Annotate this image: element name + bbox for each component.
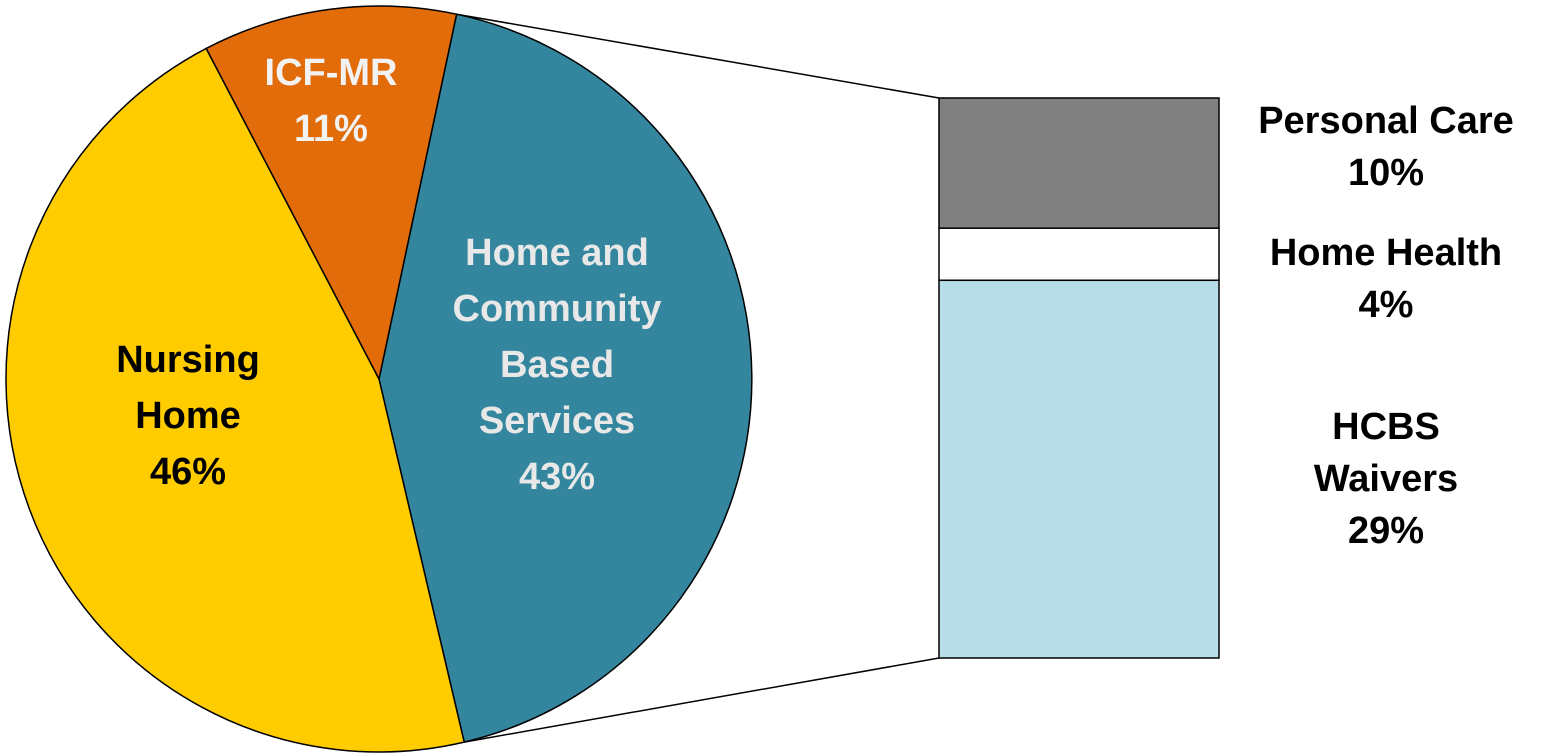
pie [5,5,753,753]
bar-value-label-personal-care: 10% [1348,152,1424,194]
connector-line-top [456,13,940,99]
pie-slice-nursing-home [5,47,466,753]
pie-slice-icf-mr [205,5,458,382]
pie-label-home-and-community-based-services: Community [453,288,662,330]
pie-label-home-and-community-based-services: Based [500,344,614,386]
bar-label-home-health: Home Health [1270,232,1502,274]
connector-line-bottom [464,657,940,743]
pie-label-nursing-home: Home [135,395,241,437]
breakdown-bar [938,97,1220,659]
pie-label-nursing-home: Nursing [116,339,260,381]
bar-value-label-hcbs-waivers: 29% [1348,510,1424,552]
pie-slice-home-and-community-based-services [378,13,753,744]
bar-label-personal-care: Personal Care [1258,100,1514,142]
pie-value-label-home-and-community-based-services: 43% [519,456,595,498]
bar-label-hcbs-waivers: Waivers [1314,458,1458,500]
bar-segment-hcbs-waivers [938,279,1220,659]
bar-value-label-home-health: 4% [1359,284,1414,326]
pie-value-label-icf-mr: 11% [294,108,368,150]
bar-segment-home-health [938,227,1220,282]
pie-label-icf-mr: ICF-MR [265,52,398,94]
bar-segment-personal-care [938,97,1220,229]
pie-value-label-nursing-home: 46% [150,451,226,493]
pie-label-home-and-community-based-services: Services [479,400,635,442]
bar-label-hcbs-waivers: HCBS [1332,406,1440,448]
pie-label-home-and-community-based-services: Home and [465,232,649,274]
labels: Home and Community Based Services 43% Nursing… [116,52,1514,552]
connector-lines [456,13,940,743]
